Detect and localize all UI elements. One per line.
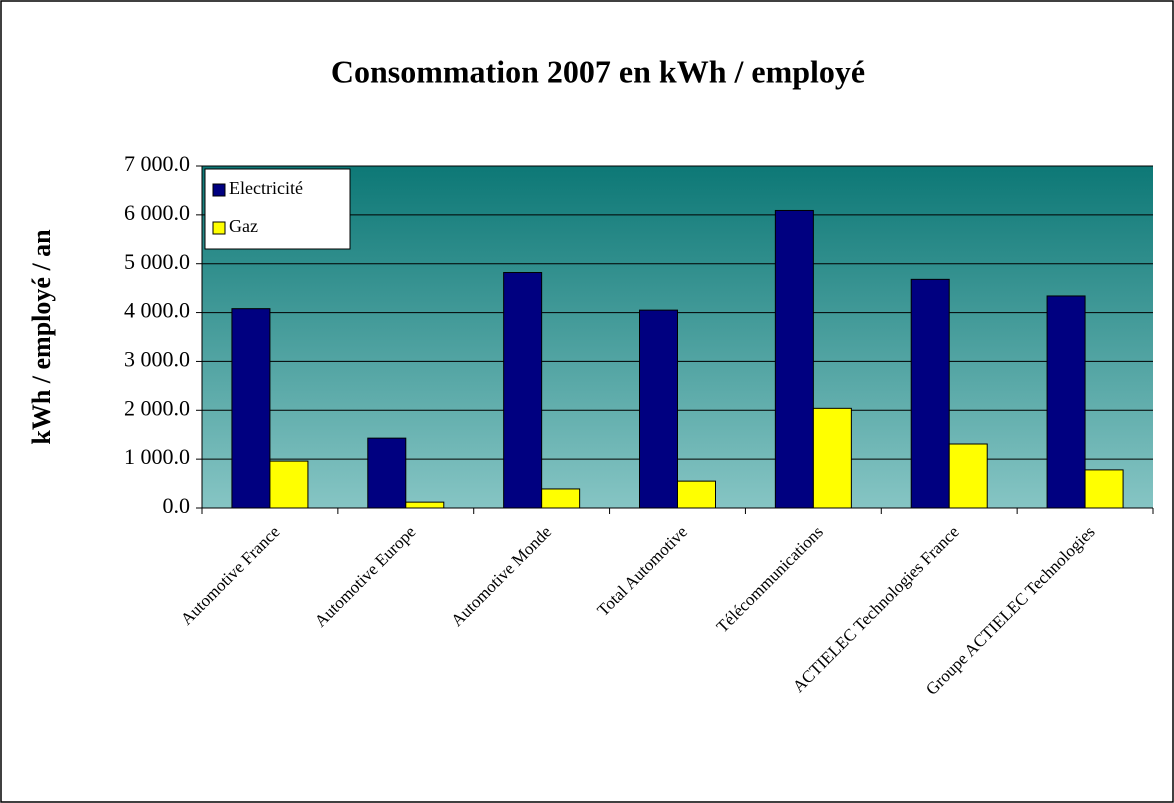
bar [948,443,988,509]
bar [503,272,543,509]
legend-box [204,168,351,250]
bar [269,460,309,509]
legend-label: Gaz [229,216,258,236]
y-tick-label: 1 000.0 [124,444,190,469]
y-tick-label: 3 000.0 [124,346,190,371]
bar [231,308,271,509]
bar [910,278,950,509]
y-tick-label: 5 000.0 [124,249,190,274]
bar [639,309,678,509]
bar [774,209,814,509]
bar [677,480,716,509]
y-tick-label: 0.0 [163,493,191,518]
y-tick-label: 6 000.0 [124,200,190,225]
bar [1084,469,1124,509]
y-axis-label: kWh / employé / an [27,229,56,445]
legend-swatch [212,221,226,235]
legend-label: Electricité [229,178,303,198]
chart-title: Consommation 2007 en kWh / employé [331,53,865,89]
bar [367,437,407,509]
y-tick-label: 7 000.0 [124,151,190,176]
bar [541,488,581,509]
bar [1046,295,1086,509]
y-tick-label: 4 000.0 [124,298,190,323]
legend-swatch [212,183,226,197]
bar [405,501,445,509]
y-tick-label: 2 000.0 [124,395,190,420]
bar [812,407,852,509]
